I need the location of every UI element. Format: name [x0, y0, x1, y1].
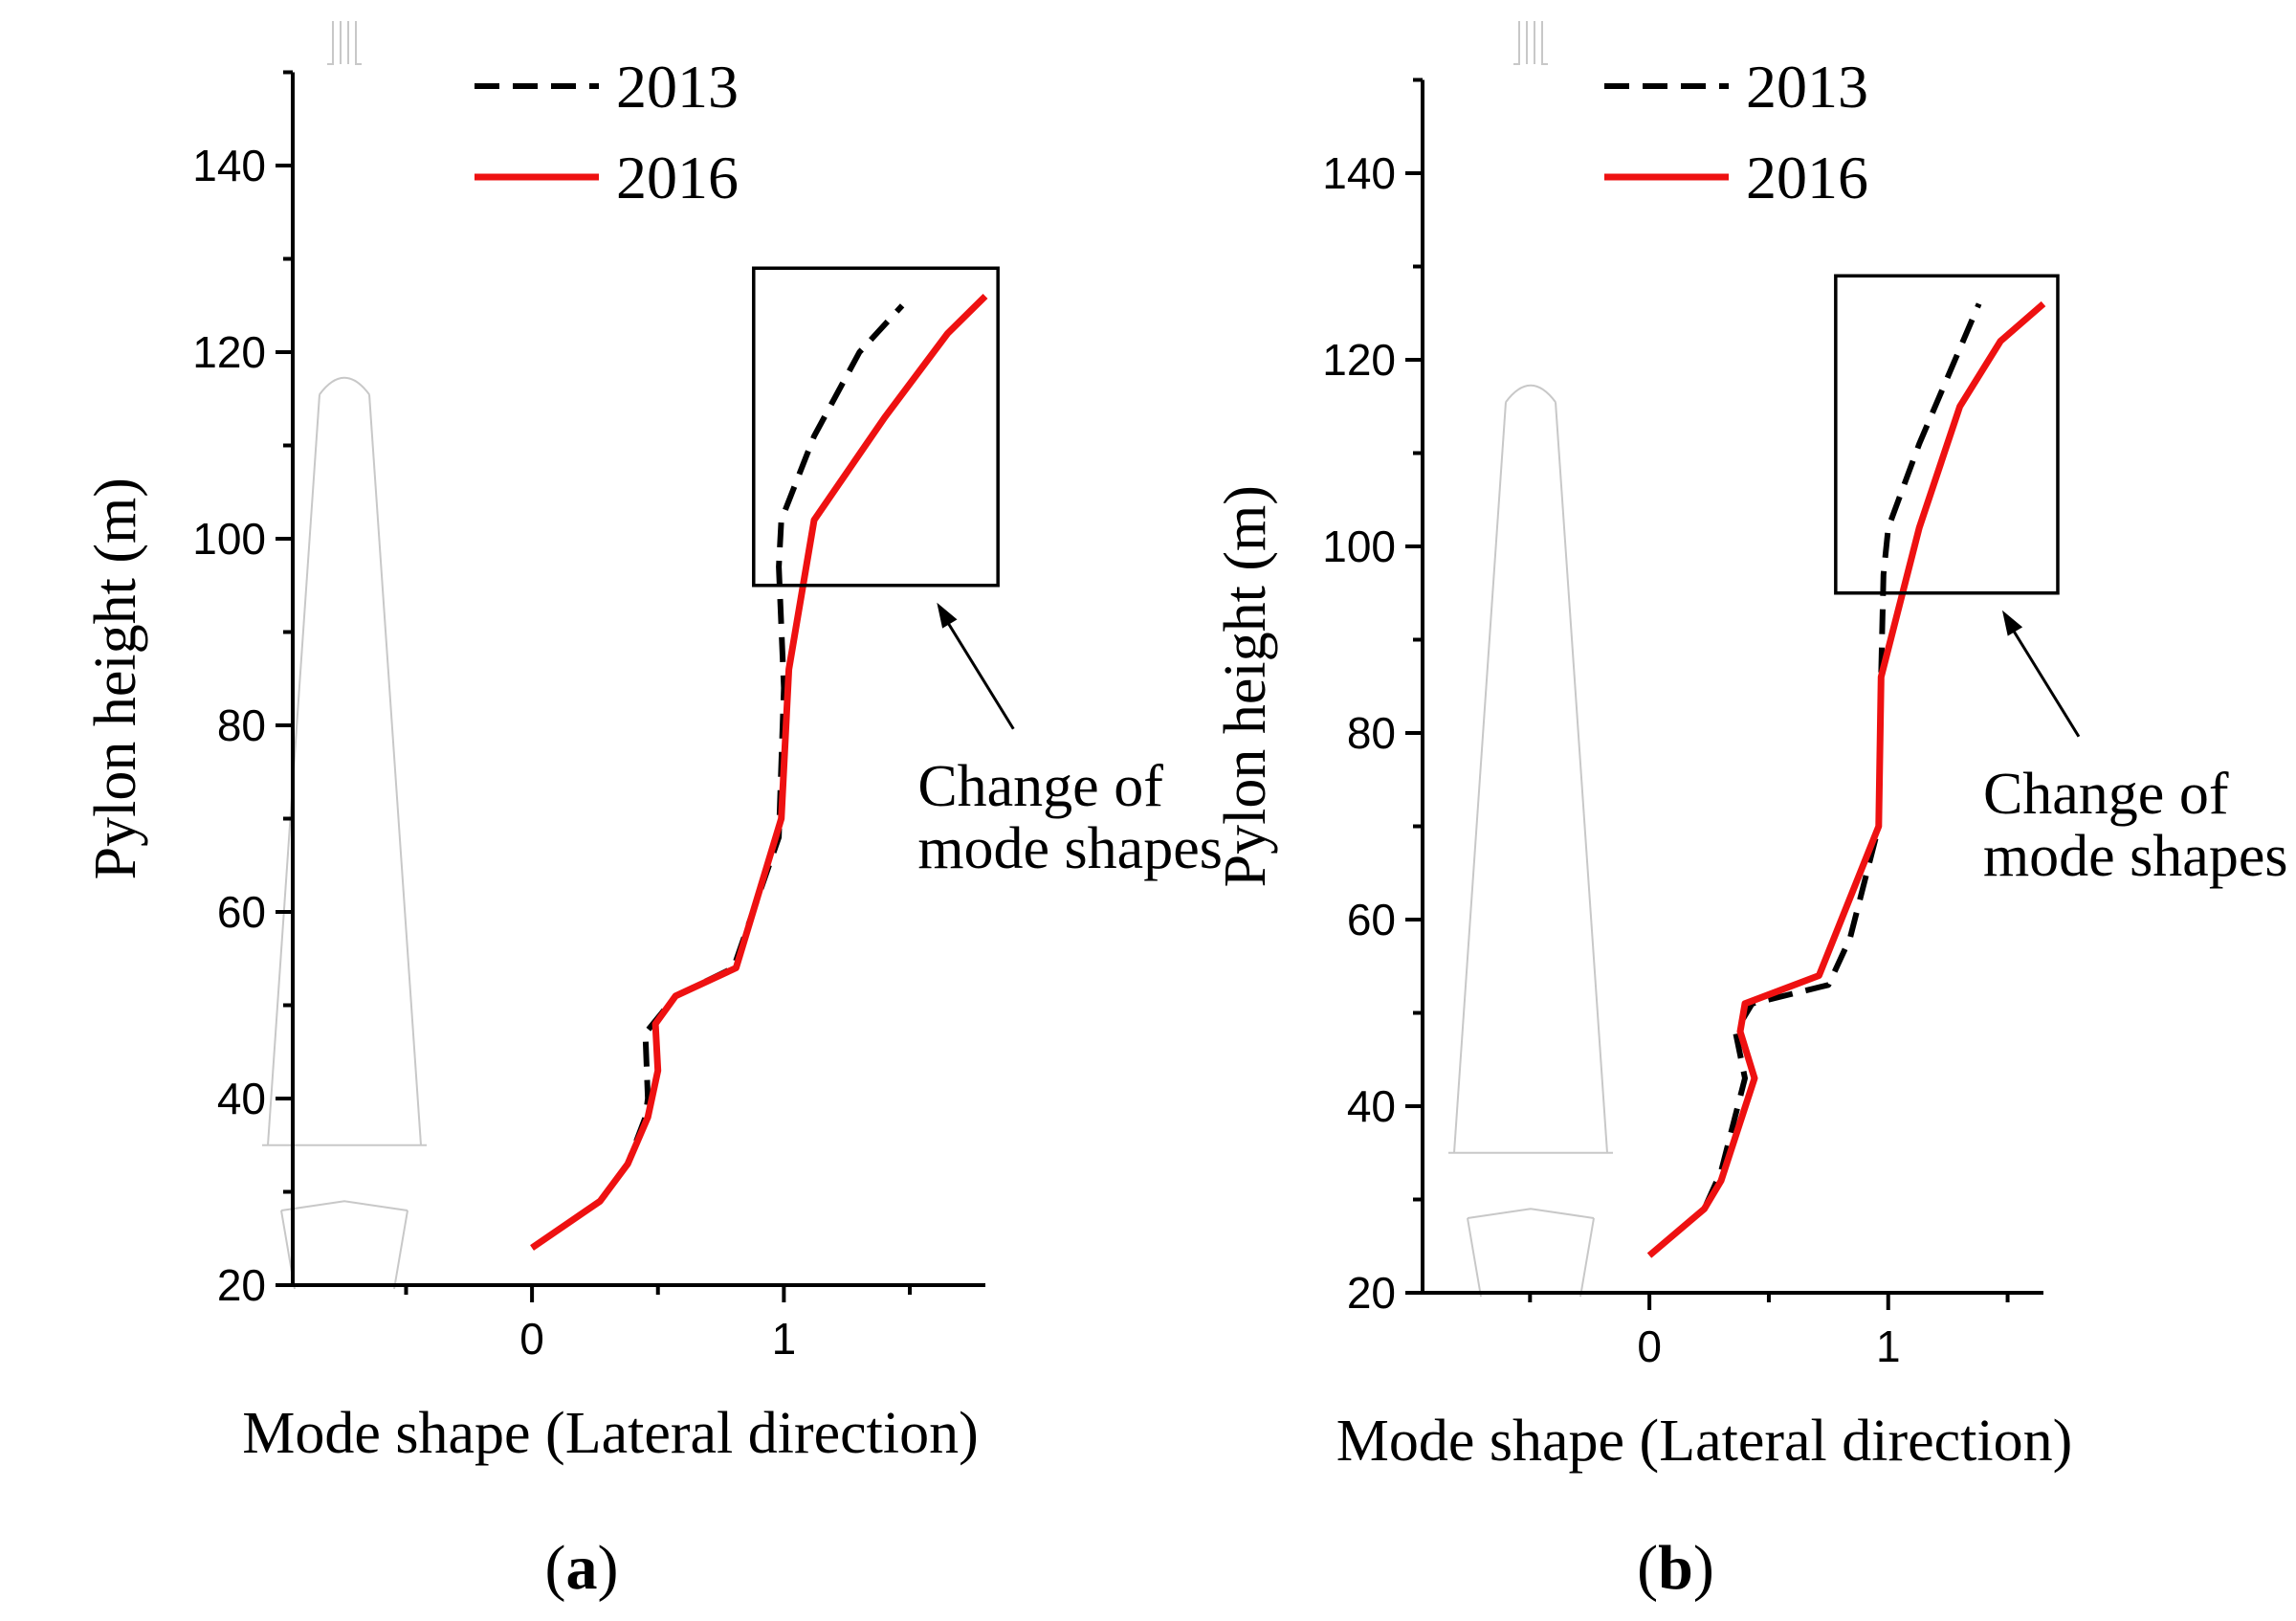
y-tick-label: 120 — [1322, 335, 1396, 385]
pylon-outline-line — [1453, 402, 1608, 1153]
y-tick-label: 120 — [192, 327, 266, 377]
pylon-outline-line — [319, 376, 370, 395]
pylon-outline-line — [327, 21, 334, 65]
y-tick-label: 40 — [217, 1074, 266, 1123]
panel-label: (b) — [1637, 1533, 1714, 1603]
pylon-outline-line — [1513, 21, 1520, 65]
annotation-arrowhead — [2001, 610, 2023, 636]
series-line-2013 — [530, 303, 905, 1251]
pylon-outline-line — [1467, 1208, 1595, 1219]
x-axis-title: Mode shape (Lateral direction) — [1336, 1409, 2073, 1474]
pylon-outline-line — [340, 21, 349, 64]
legend-label-2013: 2013 — [1746, 53, 1868, 121]
y-tick-label: 20 — [217, 1260, 266, 1310]
panel-label: (a) — [545, 1533, 619, 1603]
y-tick-label: 100 — [192, 514, 266, 564]
y-tick-label: 80 — [1347, 708, 1396, 758]
panel-letter: b — [1658, 1533, 1693, 1603]
annotation-arrow — [2006, 620, 2081, 738]
y-tick-label: 40 — [1347, 1081, 1396, 1131]
pylon-outline-line — [280, 1210, 408, 1290]
highlight-box — [752, 266, 1000, 588]
pylon-outline-line — [1467, 1217, 1595, 1298]
y-tick-label: 140 — [192, 141, 266, 190]
pylon-outline-line — [1526, 21, 1535, 64]
annotation-arrow — [941, 612, 1015, 730]
pylon-outline-line — [1505, 384, 1556, 403]
y-axis-title: Pylon height (m) — [83, 477, 148, 879]
x-axis-title: Mode shape (Lateral direction) — [242, 1401, 979, 1466]
x-tick-label: 1 — [772, 1314, 797, 1364]
pylon-outline-line — [1541, 21, 1548, 65]
legend-label-2016: 2016 — [1746, 144, 1868, 211]
x-tick-label: 0 — [1637, 1321, 1662, 1371]
legend-label-2016: 2016 — [616, 144, 739, 211]
x-tick-label: 0 — [519, 1314, 544, 1364]
highlight-box — [1834, 274, 2060, 595]
y-tick-label: 80 — [217, 700, 266, 750]
panel-letter: a — [566, 1533, 598, 1603]
series-line-2016 — [530, 294, 988, 1251]
annotation-line-2: mode shapes — [917, 816, 1223, 881]
pylon-outline-line — [280, 1200, 408, 1211]
y-axis-title: Pylon height (m) — [1213, 485, 1278, 887]
x-tick-label: 1 — [1876, 1321, 1901, 1371]
annotation-arrowhead — [937, 602, 958, 629]
pylon-outline-line — [355, 21, 362, 65]
y-tick-label: 20 — [1347, 1268, 1396, 1318]
y-tick-label: 140 — [1322, 148, 1396, 198]
annotation-line-1: Change of — [1983, 762, 2229, 827]
annotation-line-2: mode shapes — [1983, 824, 2288, 889]
legend-label-2013: 2013 — [616, 53, 739, 121]
y-tick-label: 60 — [217, 887, 266, 937]
series-line-2016 — [1646, 300, 2046, 1258]
series-line-2013 — [1647, 302, 1982, 1258]
y-tick-label: 100 — [1322, 522, 1396, 571]
annotation-line-1: Change of — [917, 754, 1163, 819]
y-tick-label: 60 — [1347, 895, 1396, 944]
